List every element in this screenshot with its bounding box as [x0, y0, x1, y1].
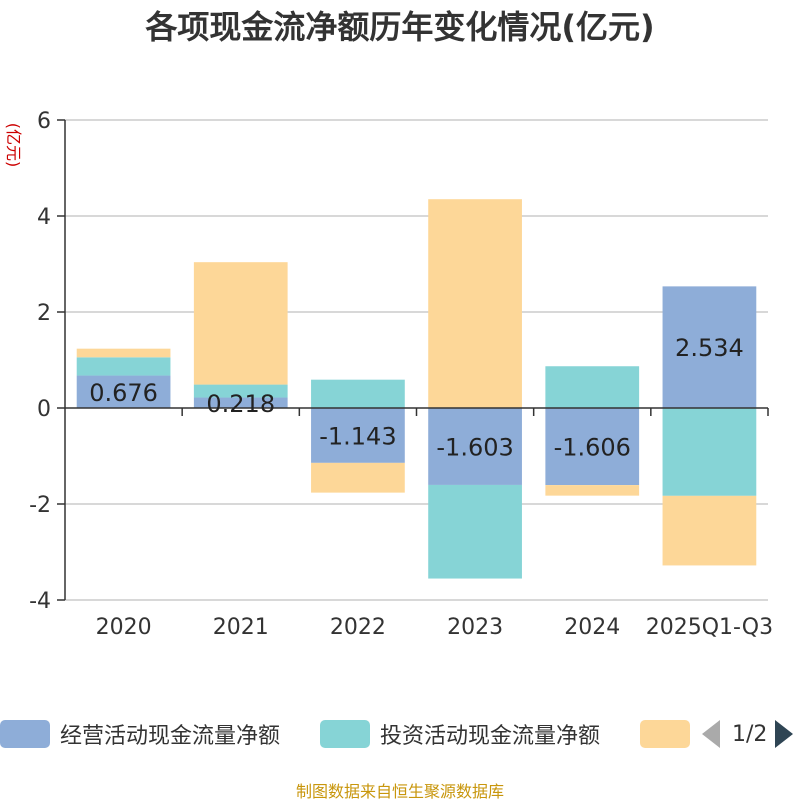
legend-swatch-financing [640, 720, 690, 748]
legend-item-financing[interactable] [640, 716, 700, 752]
y-tick-label: 4 [37, 205, 51, 230]
bar-3-2020[interactable] [76, 348, 171, 358]
legend-swatch-investing [320, 720, 370, 748]
pager-text: 1/2 [732, 721, 768, 747]
legend-pager: 1/2 [700, 716, 800, 752]
data-label-2020: 0.676 [89, 379, 158, 407]
bar-1-2020[interactable] [76, 375, 171, 408]
bar-2-2025Q1-Q3[interactable] [662, 408, 757, 496]
bar-3-2024[interactable] [545, 485, 640, 496]
source-note: 制图数据来自恒生聚源数据库 [295, 782, 504, 801]
pager-next-icon[interactable] [775, 720, 794, 748]
bar-2-2023[interactable] [428, 484, 522, 579]
bar-1-2023[interactable] [428, 408, 522, 485]
bar-2-2024[interactable] [545, 366, 640, 408]
bar-1-2022[interactable] [311, 408, 405, 463]
bar-1-2025Q1-Q3[interactable] [662, 286, 757, 408]
x-tick-label-2025Q1-Q3: 2025Q1-Q3 [646, 615, 773, 640]
x-tick-label-2023: 2023 [447, 615, 503, 640]
legend: 经营活动现金流量净额 投资活动现金流量净额 [0, 716, 800, 752]
bar-2-2020[interactable] [76, 357, 171, 376]
legend-item-operating[interactable]: 经营活动现金流量净额 [0, 716, 280, 752]
data-label-2021: 0.218 [206, 390, 275, 418]
y-tick-label: 2 [37, 301, 51, 326]
chart-title: 各项现金流净额历年变化情况(亿元) [145, 8, 655, 46]
bar-2-2021[interactable] [193, 384, 288, 398]
x-tick-label-2022: 2022 [330, 615, 386, 640]
legend-label-operating: 经营活动现金流量净额 [60, 724, 281, 749]
bar-3-2023[interactable] [428, 199, 522, 408]
x-tick-label-2024: 2024 [564, 615, 620, 640]
data-label-2024: -1.606 [554, 434, 631, 462]
bar-3-2022[interactable] [311, 462, 405, 493]
legend-swatch-operating [0, 720, 50, 748]
data-label-2022: -1.143 [319, 422, 396, 450]
bar-1-2024[interactable] [545, 408, 640, 486]
data-label-2025Q1-Q3: 2.534 [675, 334, 744, 362]
legend-item-investing[interactable]: 投资活动现金流量净额 [320, 716, 600, 752]
y-tick-label: 0 [37, 397, 51, 422]
bar-3-2021[interactable] [193, 262, 288, 385]
bar-2-2022[interactable] [311, 379, 405, 408]
x-tick-label-2020: 2020 [96, 615, 152, 640]
pager-prev-icon[interactable] [702, 720, 720, 748]
x-tick-label-2021: 2021 [213, 615, 269, 640]
chart-plot: -4 -2 0 2 4 6 (亿元) 2020 2021 2022 2023 2024 2025Q1-Q… [4, 109, 773, 640]
bar-1-2021[interactable] [193, 397, 288, 408]
legend-label-investing: 投资活动现金流量净额 [380, 724, 601, 749]
y-tick-label: 6 [37, 109, 51, 134]
bar-3-2025Q1-Q3[interactable] [662, 495, 757, 566]
y-tick-label: -4 [29, 589, 51, 614]
y-tick-label: -2 [29, 493, 51, 518]
y-axis-title: (亿元) [4, 123, 23, 168]
data-label-2023: -1.603 [436, 433, 513, 461]
